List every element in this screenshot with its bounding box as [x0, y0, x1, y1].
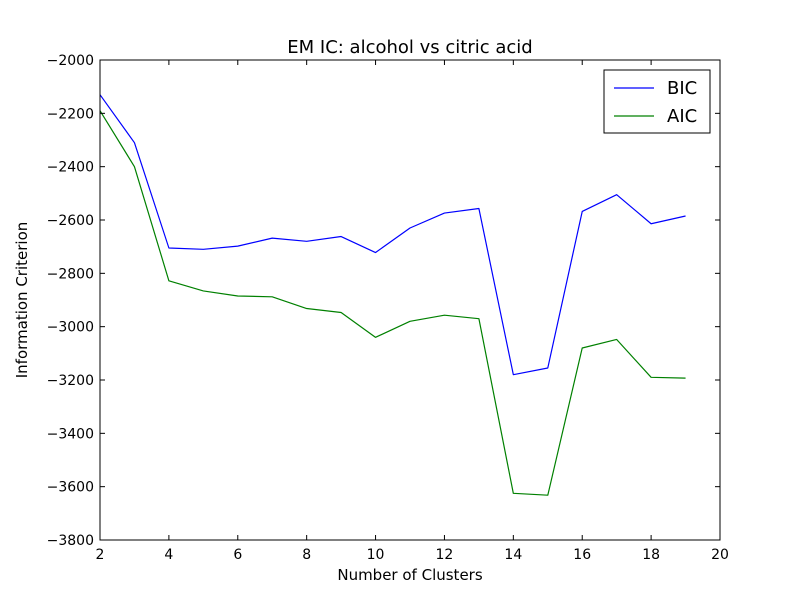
y-tick-label: −2200 [47, 106, 94, 122]
axes-frame [99, 59, 721, 541]
series-line-bic [99, 94, 686, 376]
y-tick-label: −3400 [47, 426, 94, 442]
y-tick-label: −2800 [47, 266, 94, 282]
y-tick-label: −3200 [47, 373, 94, 389]
series-line-aic [99, 110, 686, 496]
x-tick-label: 2 [96, 547, 105, 563]
x-tick-label: 18 [642, 547, 660, 563]
y-tick-label: −2400 [47, 160, 94, 176]
chart-title: EM IC: alcohol vs citric acid [287, 37, 532, 58]
x-tick-label: 20 [711, 547, 729, 563]
y-tick-label: −2000 [47, 53, 94, 69]
y-tick-label: −2600 [47, 213, 94, 229]
plot-area: 2 4 6 8 10 12 14 16 18 20 −2000 −2200 −2400 −2600 −280… [47, 53, 729, 563]
x-tick-label: 6 [233, 547, 242, 563]
y-tick-label: −3000 [47, 320, 94, 336]
x-tick-label: 14 [504, 547, 522, 563]
y-tick-label: −3800 [47, 533, 94, 549]
legend-box [603, 69, 711, 134]
y-axis-title: Information Criterion [13, 222, 31, 379]
x-tick-label: 16 [573, 547, 591, 563]
x-tick-label: 4 [164, 547, 173, 563]
x-tick-label: 12 [436, 547, 454, 563]
legend-label-bic: BIC [667, 78, 697, 99]
legend: BIC AIC [603, 69, 711, 134]
x-axis-title: Number of Clusters [337, 566, 482, 584]
x-tick-label: 8 [302, 547, 311, 563]
legend-label-aic: AIC [667, 106, 697, 127]
y-tick-label: −3600 [47, 480, 94, 496]
x-tick-label: 10 [367, 547, 385, 563]
